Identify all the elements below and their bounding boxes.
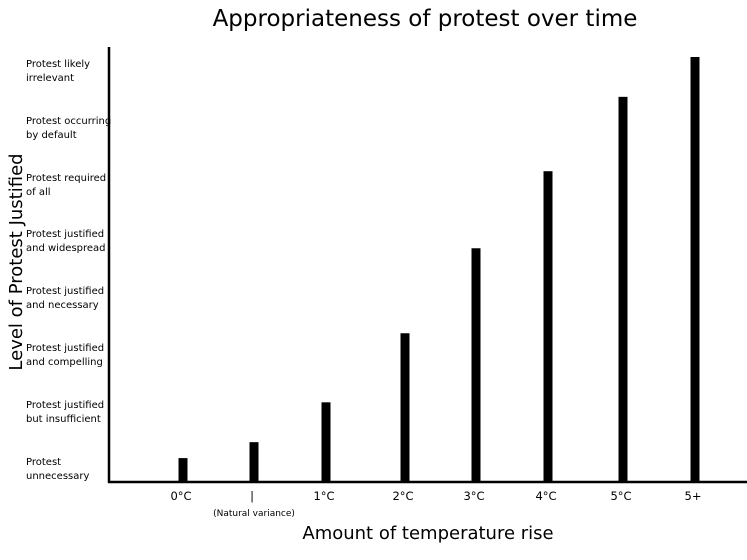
y-level-label: of all [26, 187, 51, 198]
bars [178, 57, 700, 482]
x-tick-sublabel: (Natural variance) [213, 509, 295, 519]
y-level-label: by default [26, 130, 77, 141]
x-tick-label: 5+ [685, 489, 702, 503]
bar-2 [321, 402, 331, 482]
x-tick-label: 2°C [392, 489, 413, 503]
x-tick-label: 4°C [535, 489, 556, 503]
y-level-label: Protest justified [26, 400, 104, 411]
x-tick-label: 3°C [463, 489, 484, 503]
x-tick-label: | [250, 489, 254, 503]
chart-title: Appropriateness of protest over time [213, 6, 638, 32]
bar-1 [249, 442, 259, 482]
y-level-label: unnecessary [26, 471, 89, 482]
y-level-label: Protest justified [26, 229, 104, 240]
y-level-label: and necessary [26, 300, 99, 311]
y-level-label: Protest likely [26, 59, 90, 70]
y-level-label: Protest justified [26, 343, 104, 354]
bar-4 [471, 248, 481, 482]
x-axis-title: Amount of temperature rise [302, 523, 553, 544]
x-tick-label: 1°C [313, 489, 334, 503]
y-level-labels: Protest unnecessary Protest justified but i… [26, 59, 111, 482]
bar-7 [690, 57, 700, 482]
x-tick-label: 5°C [610, 489, 631, 503]
bar-6 [618, 96, 628, 482]
y-level-label: Protest [26, 457, 61, 468]
y-level-label: but insufficient [26, 414, 101, 425]
y-level-label: Protest occurring [26, 116, 111, 127]
y-level-label: Protest justified [26, 286, 104, 297]
y-level-label: Protest required [26, 173, 106, 184]
bar-0 [178, 458, 188, 482]
y-axis-title: Level of Protest Justified [6, 153, 27, 370]
y-level-label: and widespread [26, 243, 106, 254]
y-level-label: and compelling [26, 357, 103, 368]
bar-3 [400, 333, 410, 482]
x-tick-labels: 0°C | (Natural variance) 1°C 2°C 3°C 4°C 5°C 5+ [170, 489, 701, 519]
x-tick-label: 0°C [170, 489, 191, 503]
bar-5 [543, 171, 553, 482]
y-level-label: irrelevant [26, 73, 74, 84]
